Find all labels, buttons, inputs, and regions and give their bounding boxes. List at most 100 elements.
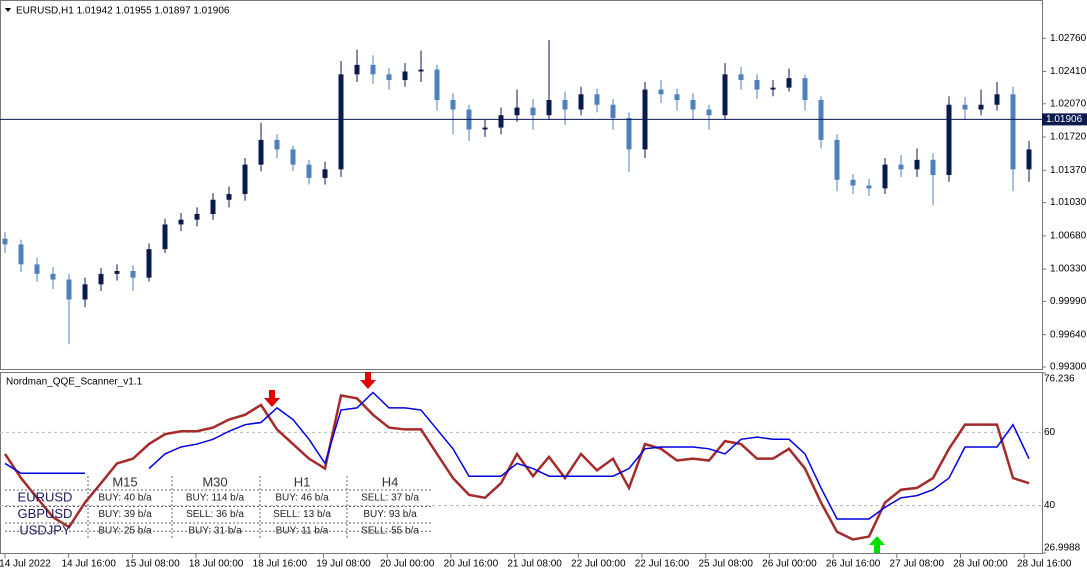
y-tick-label: 1.02070: [1050, 98, 1087, 109]
table-row-name: GBPUSD: [18, 506, 73, 521]
candle-body: [674, 94, 680, 101]
candle-body: [834, 139, 840, 180]
candle-body: [290, 149, 296, 165]
x-tick-label: 20 Jul 00:00: [380, 559, 435, 570]
table-cell: BUY: 39 b/a: [98, 509, 152, 520]
x-tick-label: 26 Jul 00:00: [762, 559, 817, 570]
candle-body: [786, 78, 792, 88]
sell-arrow: [264, 390, 280, 407]
candle-body: [50, 273, 56, 280]
candle-body: [530, 107, 536, 116]
y-tick-label: 0.99990: [1050, 296, 1087, 307]
y-tick-label: 60: [1044, 427, 1056, 438]
candle-body: [658, 89, 664, 95]
candle-body: [82, 284, 88, 300]
current-price-label: 1.01906: [1046, 114, 1083, 125]
candle-body: [146, 249, 152, 278]
candle-body: [274, 139, 280, 150]
x-tick-label: 20 Jul 16:00: [444, 559, 499, 570]
candle-body: [386, 74, 392, 81]
table-header: M15: [112, 474, 137, 489]
table-cell: SELL: 36 b/a: [186, 509, 244, 520]
candle-body: [418, 69, 424, 72]
candle-body: [322, 169, 328, 178]
candle-body: [2, 238, 8, 245]
candle-body: [994, 94, 1000, 105]
candle-body: [818, 100, 824, 140]
candle-body: [930, 159, 936, 176]
y-tick-label: 1.02760: [1050, 33, 1087, 44]
candle-body: [402, 71, 408, 81]
indicator-title: Nordman_QQE_Scanner_v1.1: [6, 377, 143, 388]
table-cell: BUY: 93 b/a: [363, 509, 417, 520]
candle-body: [338, 74, 344, 170]
candle-body: [594, 94, 600, 105]
candle-body: [210, 199, 216, 215]
candle-body: [354, 64, 360, 75]
candle-body: [802, 78, 808, 101]
candle-body: [722, 74, 728, 116]
buy-arrow: [869, 536, 885, 553]
candle-body: [18, 244, 24, 265]
candle-body: [1010, 94, 1016, 170]
candle-body: [434, 69, 440, 101]
candle-body: [242, 164, 248, 195]
x-tick-label: 14 Jul 2022: [0, 559, 51, 570]
x-tick-label: 28 Jul 00:00: [953, 559, 1008, 570]
candle-body: [626, 118, 632, 150]
candle-body: [898, 164, 904, 170]
y-tick-label: 1.01720: [1050, 132, 1087, 143]
current-price-box: [1042, 113, 1087, 126]
candle-body: [546, 100, 552, 116]
candle-body: [370, 64, 376, 75]
candle-body: [738, 74, 744, 81]
candle-body: [610, 104, 616, 119]
candle-body: [498, 115, 504, 128]
candle-body: [162, 224, 168, 250]
candle-body: [66, 279, 72, 300]
x-tick-label: 18 Jul 16:00: [253, 559, 308, 570]
table-cell: BUY: 40 b/a: [98, 493, 152, 504]
indicator-pane: [0, 372, 1043, 554]
candle-body: [130, 271, 136, 278]
y-tick-label: 1.00680: [1050, 230, 1087, 241]
candle-body: [178, 219, 184, 225]
x-tick-label: 26 Jul 16:00: [826, 559, 881, 570]
candle-body: [1026, 149, 1032, 170]
x-tick-label: 22 Jul 16:00: [635, 559, 690, 570]
candle-body: [866, 185, 872, 189]
candle-body: [962, 104, 968, 110]
table-cell: SELL: 37 b/a: [361, 493, 419, 504]
table-cell: BUY: 46 b/a: [275, 493, 329, 504]
indicator-line: [3, 393, 1030, 541]
x-tick-label: 28 Jul 16:00: [1017, 559, 1072, 570]
candle-body: [978, 104, 984, 110]
candle-body: [850, 179, 856, 186]
x-tick-label: 15 Jul 08:00: [125, 559, 180, 570]
table-cell: BUY: 31 b/a: [188, 526, 242, 537]
candle-body: [34, 264, 40, 274]
x-tick-label: 22 Jul 00:00: [571, 559, 626, 570]
y-tick-label: 26.9988: [1044, 543, 1081, 554]
y-tick-label: 0.99640: [1050, 329, 1087, 340]
signal-arrows: [264, 372, 885, 553]
table-row-name: USDJPY: [19, 522, 71, 537]
x-tick-label: 25 Jul 08:00: [698, 559, 753, 570]
candle-body: [226, 194, 232, 200]
candle-body: [914, 159, 920, 170]
table-row-name: EURUSD: [18, 489, 73, 504]
y-tick-label: 1.00330: [1050, 264, 1087, 275]
candle-body: [754, 80, 760, 90]
x-tick-label: 27 Jul 08:00: [890, 559, 945, 570]
candle-body: [194, 214, 200, 220]
candle-body: [306, 164, 312, 178]
dropdown-icon[interactable]: [5, 8, 11, 12]
candle-body: [98, 273, 104, 285]
symbol-info: EURUSD,H1 1.01942 1.01955 1.01897 1.0190…: [16, 6, 230, 17]
candle-body: [578, 94, 584, 110]
table-header: H1: [294, 474, 311, 489]
candle-body: [770, 87, 776, 90]
candle-body: [562, 100, 568, 110]
candle-body: [706, 109, 712, 116]
